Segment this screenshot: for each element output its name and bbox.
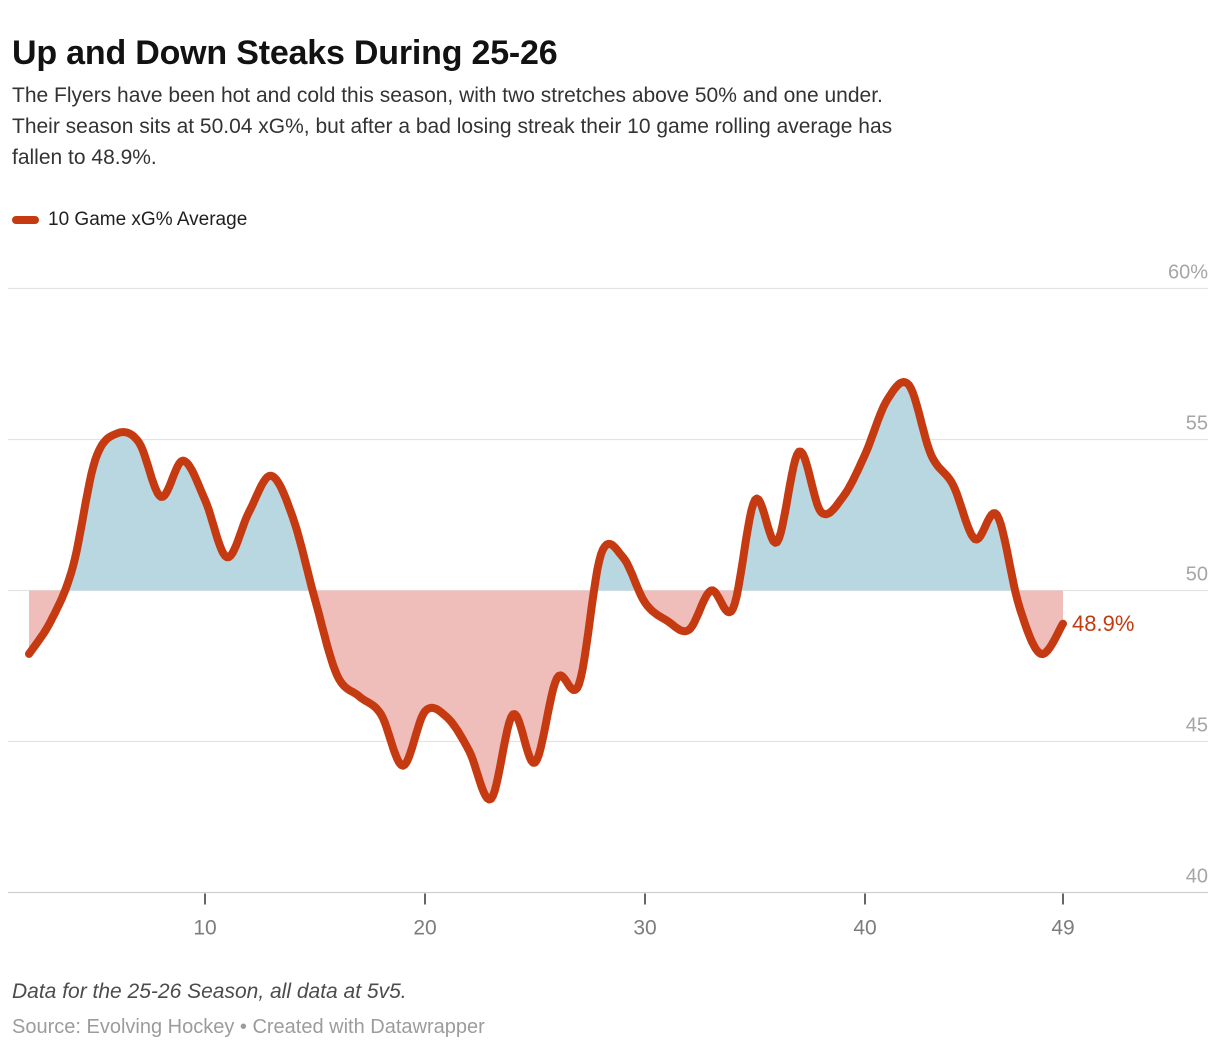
legend-line-swatch bbox=[12, 216, 39, 224]
y-axis-label-55: 55 bbox=[1186, 413, 1208, 435]
description-line: The Flyers have been hot and cold this s… bbox=[12, 84, 883, 107]
area-below-50pct bbox=[29, 590, 1063, 800]
footer-source: Source: Evolving Hockey • Created with D… bbox=[12, 1016, 485, 1038]
footer-note: Data for the 25-26 Season, all data at 5… bbox=[12, 980, 407, 1003]
x-axis-label-40: 40 bbox=[853, 917, 876, 940]
legend-label: 10 Game xG% Average bbox=[48, 209, 248, 230]
x-axis-label-20: 20 bbox=[413, 917, 436, 940]
description-line: Their season sits at 50.04 xG%, but afte… bbox=[12, 115, 893, 138]
description-line: fallen to 48.9%. bbox=[12, 146, 157, 169]
series-end-value-label: 48.9% bbox=[1072, 611, 1135, 636]
y-axis-label-45: 45 bbox=[1186, 715, 1208, 737]
y-axis-label-40: 40 bbox=[1186, 866, 1208, 888]
page-title: Up and Down Steaks During 25-26 bbox=[12, 33, 558, 72]
area-above-50pct bbox=[29, 382, 1063, 591]
x-axis-label-30: 30 bbox=[633, 917, 656, 940]
y-axis-label-60: 60% bbox=[1168, 262, 1208, 284]
xg-rolling-average-line bbox=[25, 378, 1067, 804]
y-axis-label-50: 50 bbox=[1186, 564, 1208, 586]
chart-description: The Flyers have been hot and cold this s… bbox=[12, 80, 892, 173]
x-axis-label-49: 49 bbox=[1051, 917, 1074, 940]
x-axis-label-10: 10 bbox=[193, 917, 216, 940]
legend: 10 Game xG% Average bbox=[12, 207, 247, 233]
line-chart-plot-area: 60% 55 50 45 40 10 20 30 40 49 bbox=[8, 262, 1208, 940]
